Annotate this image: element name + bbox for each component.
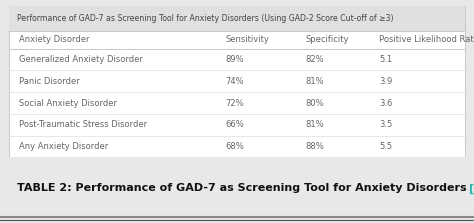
Text: 5.5: 5.5	[379, 142, 392, 151]
Text: Positive Likelihood Ratio: Positive Likelihood Ratio	[379, 35, 474, 44]
Text: 3.9: 3.9	[379, 77, 392, 86]
Text: Post-Traumatic Stress Disorder: Post-Traumatic Stress Disorder	[19, 120, 147, 129]
Text: 66%: 66%	[225, 120, 244, 129]
Text: Generalized Anxiety Disorder: Generalized Anxiety Disorder	[19, 55, 143, 64]
Text: 81%: 81%	[306, 77, 324, 86]
FancyBboxPatch shape	[0, 157, 474, 216]
Text: 80%: 80%	[306, 99, 324, 107]
Text: 3.5: 3.5	[379, 120, 392, 129]
Text: 72%: 72%	[225, 99, 244, 107]
Text: 5.1: 5.1	[379, 55, 392, 64]
Text: Social Anxiety Disorder: Social Anxiety Disorder	[19, 99, 117, 107]
Text: 82%: 82%	[306, 55, 324, 64]
Text: 68%: 68%	[225, 142, 244, 151]
FancyBboxPatch shape	[9, 6, 465, 31]
Text: Anxiety Disorder: Anxiety Disorder	[19, 35, 90, 44]
FancyBboxPatch shape	[9, 6, 465, 157]
Text: 88%: 88%	[306, 142, 325, 151]
Text: Any Anxiety Disorder: Any Anxiety Disorder	[19, 142, 108, 151]
Text: [23]: [23]	[469, 183, 474, 194]
Text: Panic Disorder: Panic Disorder	[19, 77, 80, 86]
Text: Performance of GAD-7 as Screening Tool for Anxiety Disorders (Using GAD-2 Score : Performance of GAD-7 as Screening Tool f…	[17, 14, 393, 23]
Text: 74%: 74%	[225, 77, 244, 86]
Text: 89%: 89%	[225, 55, 244, 64]
Text: Specificity: Specificity	[306, 35, 349, 44]
Text: 81%: 81%	[306, 120, 324, 129]
Text: 3.6: 3.6	[379, 99, 392, 107]
Text: TABLE 2: Performance of GAD-7 as Screening Tool for Anxiety Disorders: TABLE 2: Performance of GAD-7 as Screeni…	[17, 184, 466, 193]
Text: Sensitivity: Sensitivity	[225, 35, 269, 44]
